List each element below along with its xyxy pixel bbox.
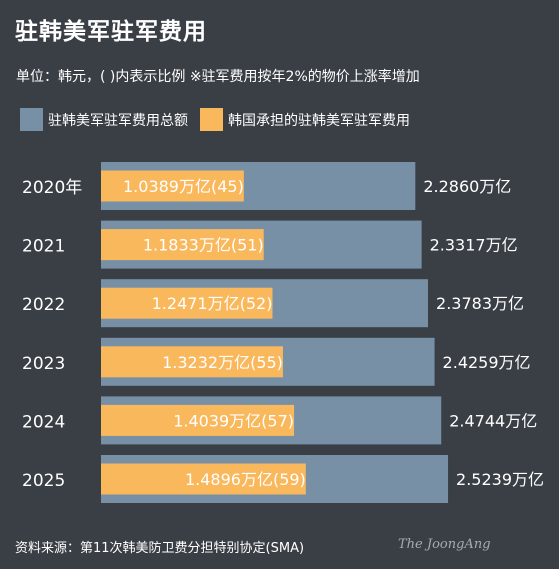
data-label-total: 2.5239万亿 — [456, 470, 544, 489]
category-label: 2020年 — [22, 178, 82, 198]
chart-title: 驻韩美军驻军费用 — [15, 19, 207, 45]
category-label: 2022 — [22, 295, 65, 315]
category-label: 2021 — [22, 237, 65, 257]
data-label-total: 2.4744万亿 — [449, 411, 537, 430]
watermark-logo: The JoongAng — [398, 537, 491, 552]
chart-subtitle: 单位：韩元，( )内表示比例 ※驻军费用按年2%的物价上涨率增加 — [16, 69, 420, 85]
bar-korea — [101, 463, 306, 495]
data-label-total: 2.2860万亿 — [423, 177, 511, 196]
legend-item-total: 驻韩美军驻军费用总额 — [20, 108, 188, 131]
bar-korea — [101, 287, 273, 319]
legend-item-korea: 韩国承担的驻韩美军驻军费用 — [200, 108, 410, 131]
data-label-korea: 1.4039万亿(57) — [173, 411, 294, 430]
bar-korea — [101, 404, 295, 436]
category-label: 2025 — [22, 471, 65, 491]
data-label-korea: 1.2471万亿(52) — [152, 294, 273, 313]
bar-korea — [101, 170, 244, 202]
data-label-total: 2.3783万亿 — [436, 294, 524, 313]
data-label-total: 2.4259万亿 — [443, 353, 531, 372]
data-label-korea: 1.4896万亿(59) — [185, 470, 306, 489]
bar-korea — [101, 229, 264, 261]
legend-label-korea: 韩国承担的驻韩美军驻军费用 — [228, 112, 410, 129]
legend-swatch-total — [20, 108, 43, 131]
bar-korea — [101, 346, 283, 378]
data-label-korea: 1.0389万亿(45) — [123, 177, 244, 196]
category-label: 2024 — [22, 412, 65, 432]
legend: 驻韩美军驻军费用总额 韩国承担的驻韩美军驻军费用 — [20, 108, 422, 131]
category-label: 2023 — [22, 354, 65, 374]
legend-label-total: 驻韩美军驻军费用总额 — [48, 112, 188, 129]
data-label-total: 2.3317万亿 — [430, 236, 518, 255]
data-label-korea: 1.3232万亿(55) — [162, 353, 283, 372]
data-label-korea: 1.1833万亿(51) — [143, 236, 264, 255]
legend-swatch-korea — [200, 108, 223, 131]
source-note: 资料来源：第11次韩美防卫费分担特别协定(SMA) — [15, 541, 305, 556]
